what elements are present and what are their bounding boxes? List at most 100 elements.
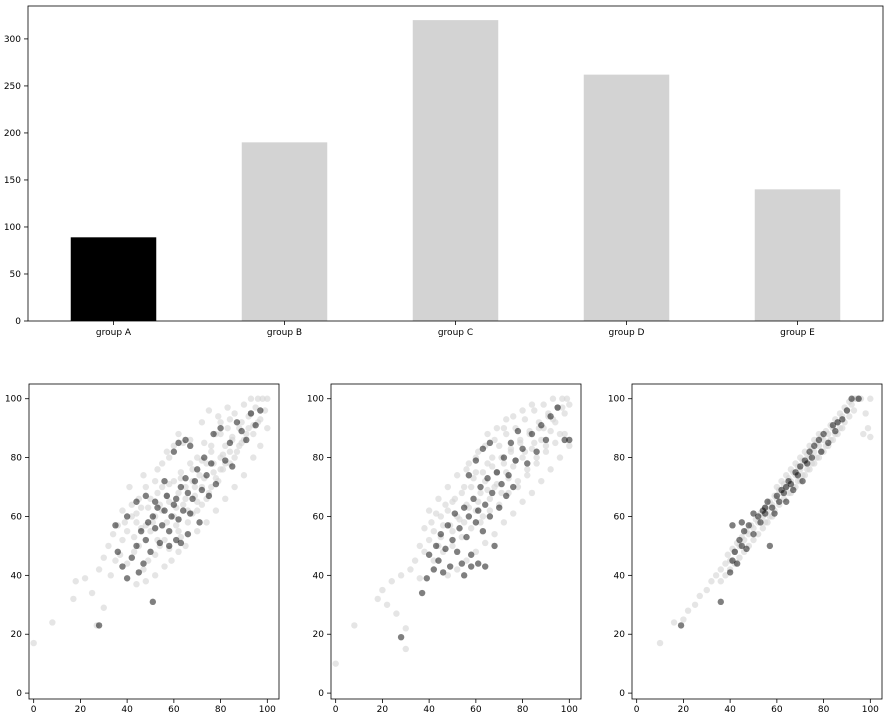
bar-group-b bbox=[241, 142, 328, 321]
scatter-point-highlight bbox=[745, 522, 753, 529]
scatter-point-background bbox=[815, 454, 823, 461]
scatter-point-background bbox=[848, 401, 855, 408]
scatter-point-highlight bbox=[848, 395, 855, 402]
scatter-point-background bbox=[147, 495, 154, 503]
scatter-point-background bbox=[194, 507, 201, 514]
scatter-point-background bbox=[147, 527, 154, 535]
scatter-point-highlight bbox=[172, 495, 180, 503]
scatter-point-background bbox=[240, 472, 248, 479]
scatter-point-highlight bbox=[566, 436, 573, 444]
scatter-point-background bbox=[482, 539, 489, 547]
scatter-point-background bbox=[556, 430, 564, 438]
scatter-point-highlight bbox=[773, 492, 781, 500]
scatter-point-background bbox=[194, 498, 201, 505]
scatter-point-highlight bbox=[775, 498, 783, 505]
scatter-point-background bbox=[456, 516, 463, 523]
scatter-point-highlight bbox=[794, 472, 802, 479]
scatter-point-highlight bbox=[444, 522, 452, 529]
scatter-point-highlight bbox=[435, 557, 442, 564]
scatter-point-highlight bbox=[432, 542, 440, 550]
scatter-point-highlight bbox=[496, 504, 503, 511]
scatter-point-background bbox=[231, 454, 238, 461]
scatter-point-background bbox=[556, 454, 564, 461]
scatter-point-highlight bbox=[418, 589, 426, 597]
scatter-point-highlight bbox=[729, 557, 736, 564]
x-tick-label: 20 bbox=[377, 705, 389, 715]
scatter-point-background bbox=[680, 616, 687, 623]
scatter-point-background bbox=[846, 413, 853, 420]
scatter-point-highlight bbox=[175, 516, 182, 523]
scatter-point-background bbox=[524, 472, 531, 479]
y-tick-label: 300 bbox=[4, 35, 21, 45]
scatter-point-highlight bbox=[761, 504, 769, 511]
scatter-point-background bbox=[243, 430, 250, 438]
scatter-point-background bbox=[542, 448, 550, 455]
scatter-point-highlight bbox=[212, 480, 220, 488]
scatter-point-background bbox=[126, 483, 133, 491]
scatter-point-highlight bbox=[142, 536, 150, 544]
scatter-point-background bbox=[825, 430, 832, 438]
scatter-point-background bbox=[421, 548, 428, 556]
scatter-point-background bbox=[140, 472, 147, 479]
scatter-point-highlight bbox=[128, 554, 136, 561]
scatter-point-background bbox=[437, 513, 445, 520]
axes-frame bbox=[631, 383, 883, 700]
y-tick-label: 20 bbox=[11, 630, 23, 640]
scatter-point-highlight bbox=[149, 513, 157, 520]
scatter-point-highlight bbox=[780, 489, 788, 497]
y-tick-label: 100 bbox=[307, 395, 324, 405]
scatter-point-highlight bbox=[820, 430, 827, 438]
scatter-point-background bbox=[839, 424, 846, 432]
scatter-point-highlight bbox=[503, 492, 510, 500]
scatter-point-background bbox=[449, 527, 456, 535]
scatter-point-background bbox=[142, 483, 150, 491]
scatter-point-background bbox=[474, 498, 482, 505]
scatter-point-background bbox=[182, 495, 189, 503]
scatter-point-background bbox=[801, 448, 809, 455]
scatter-point-highlight bbox=[479, 445, 487, 452]
x-tick-label: group E bbox=[780, 328, 815, 338]
scatter-point-highlight bbox=[740, 527, 748, 535]
scatter-point-background bbox=[201, 439, 208, 447]
scatter-point-background bbox=[187, 460, 194, 467]
scatter-point-background bbox=[724, 551, 731, 558]
scatter-point-background bbox=[240, 401, 248, 408]
x-tick-label: 60 bbox=[470, 705, 482, 715]
scatter-point-highlight bbox=[761, 510, 769, 517]
scatter-point-background bbox=[100, 604, 107, 611]
scatter-point-background bbox=[829, 436, 837, 444]
scatter-point-background bbox=[161, 536, 168, 544]
scatter-point-background bbox=[745, 530, 753, 538]
scatter-point-highlight bbox=[191, 477, 199, 485]
x-tick-label: 60 bbox=[771, 705, 783, 715]
scatter-point-background bbox=[259, 395, 266, 402]
scatter-point-background bbox=[500, 424, 508, 432]
scatter-point-background bbox=[449, 542, 456, 550]
scatter-point-highlight bbox=[149, 598, 157, 606]
scatter-point-background bbox=[231, 410, 238, 417]
x-tick-label: 0 bbox=[634, 705, 640, 715]
scatter-point-background bbox=[493, 480, 501, 488]
scatter-point-highlight bbox=[467, 563, 475, 570]
scatter-point-background bbox=[180, 501, 187, 508]
scatter-point-background bbox=[519, 407, 526, 414]
scatter-point-highlight bbox=[750, 530, 757, 538]
scatter-point-background bbox=[151, 572, 159, 579]
y-tick-label: 250 bbox=[4, 82, 21, 92]
scatter-point-background bbox=[778, 477, 785, 485]
scatter-point-background bbox=[467, 525, 475, 532]
scatter-point-background bbox=[105, 542, 112, 550]
scatter-point-background bbox=[540, 401, 547, 408]
x-tick-label: 100 bbox=[259, 705, 276, 715]
scatter-point-background bbox=[538, 436, 545, 444]
y-tick-label: 80 bbox=[313, 454, 325, 464]
scatter-point-background bbox=[421, 525, 428, 532]
scatter-point-highlight bbox=[165, 542, 173, 550]
scatter-point-background bbox=[175, 527, 182, 535]
scatter-point-highlight bbox=[460, 572, 468, 579]
scatter-point-highlight bbox=[133, 498, 140, 505]
scatter-point-background bbox=[465, 460, 473, 467]
scatter-point-highlight bbox=[510, 483, 517, 491]
scatter-point-background bbox=[787, 466, 795, 473]
x-tick-label: 0 bbox=[333, 705, 339, 715]
